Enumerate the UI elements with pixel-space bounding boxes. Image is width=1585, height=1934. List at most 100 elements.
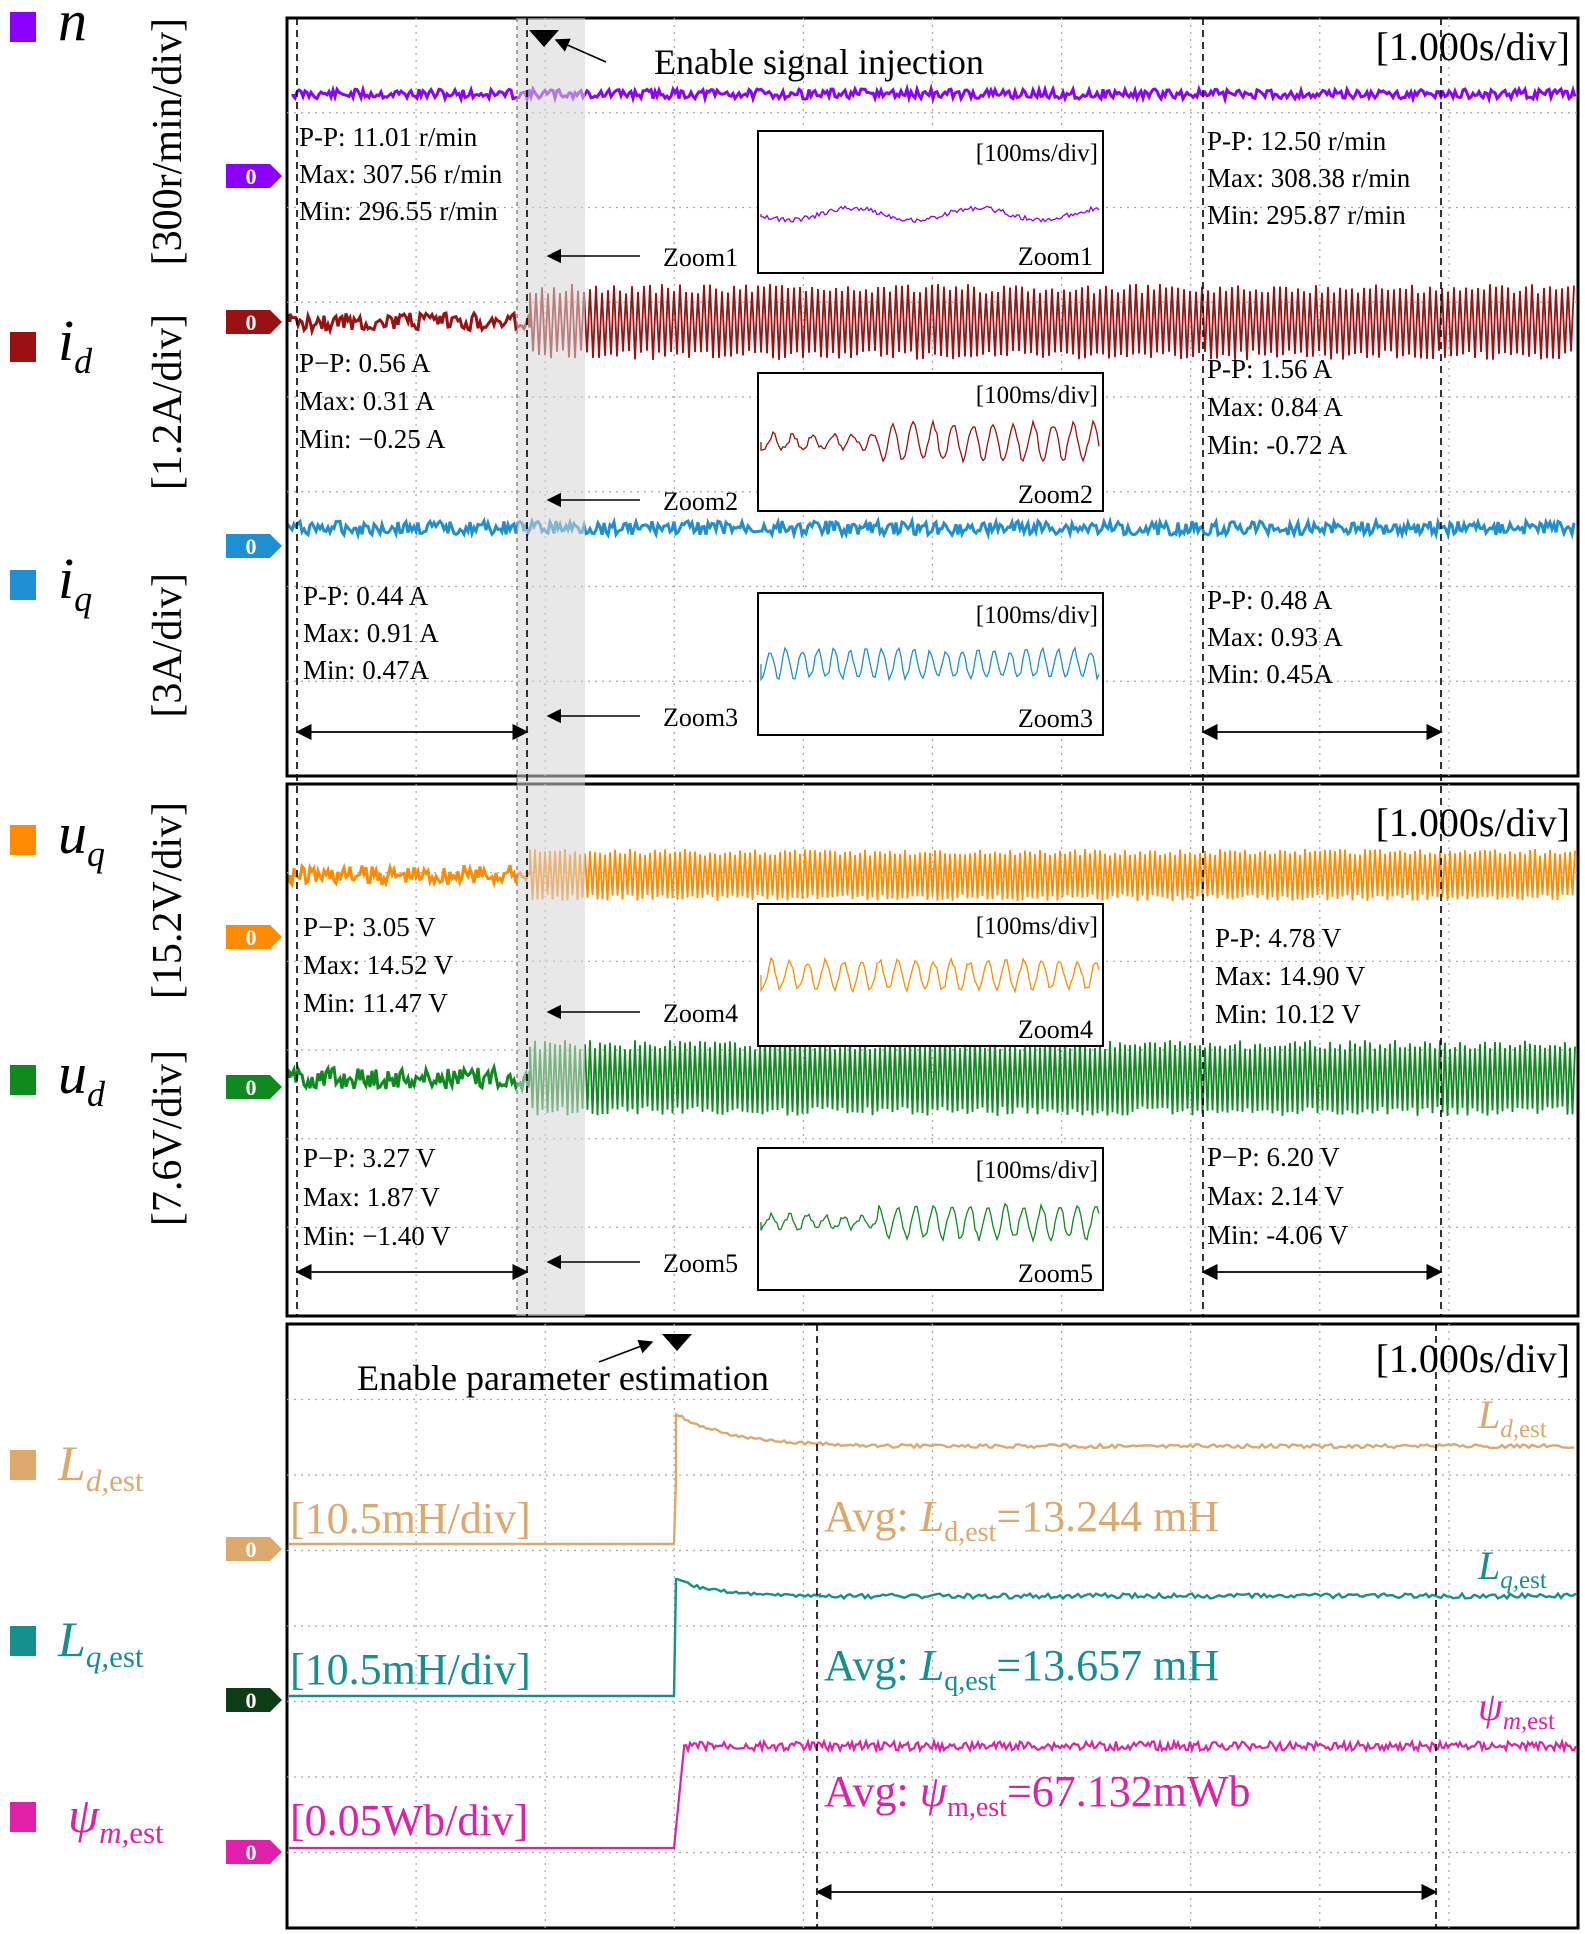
channel-name-n: n (58, 0, 87, 53)
measurement-peak-to-peak: P-P: 4.78 V (1215, 923, 1342, 953)
zoom-inset-name: Zoom4 (1018, 1015, 1093, 1044)
channel-zero-marker-label: 0 (246, 1075, 257, 1100)
measurement-max: Max: 0.93 A (1207, 622, 1343, 652)
trace-tag-lq: Lq,est (1477, 1543, 1547, 1594)
measurement-max: Max: 0.91 A (303, 618, 439, 648)
measurement-min: Min: 296.55 r/min (299, 196, 498, 226)
channel-swatch-lq (10, 1626, 36, 1656)
channel-swatch-uq (10, 825, 36, 855)
measurement-peak-to-peak: P−P: 3.27 V (303, 1143, 436, 1173)
panel1-timebase: [1.000s/div] (1376, 24, 1570, 69)
measurement-min: Min: -0.72 A (1207, 430, 1348, 460)
channel-name-iq: iq (58, 546, 92, 619)
zoom-pointer-label: Zoom5 (663, 1249, 738, 1278)
measurement-peak-to-peak: P-P: 0.44 A (303, 581, 429, 611)
measurement-peak-to-peak: P−P: 3.05 V (303, 912, 436, 942)
zoom-inset-frame (757, 372, 1104, 512)
injection-annotation-arrow (554, 38, 607, 63)
average-value-lq: Avg: Lq,est=13.657 mH (824, 1641, 1219, 1697)
channel-scale-ld: [10.5mH/div] (290, 1494, 531, 1543)
estimation-annotation-arrow (598, 1339, 654, 1363)
measurement-max: Max: 1.87 V (303, 1182, 440, 1212)
zoom-pointer-label: Zoom1 (663, 243, 738, 272)
zoom-inset-name: Zoom5 (1018, 1259, 1093, 1288)
scope-annotations (295, 18, 1443, 1928)
trace-ud-pre (288, 1062, 532, 1095)
measurement-max: Max: 14.90 V (1215, 961, 1366, 991)
average-value-ld: Avg: Ld,est=13.244 mH (824, 1492, 1219, 1548)
channel-name-id: id (58, 308, 93, 381)
estimation-annotation-label: Enable parameter estimation (357, 1358, 769, 1398)
channel-zero-marker (226, 925, 282, 949)
zoom-inset-trace (760, 956, 1100, 994)
zoom-inset-frame (757, 130, 1104, 274)
channel-scale-psi: [0.05Wb/div] (290, 1796, 528, 1845)
measurement-min: Min: 11.47 V (303, 988, 448, 1018)
measurement-peak-to-peak: P−P: 0.56 A (299, 348, 431, 378)
trace-tag-psi: ψm,est (1478, 1684, 1555, 1735)
trace-id-pre (288, 310, 532, 337)
trace-ld-est (289, 1412, 1575, 1546)
measurement-peak-to-peak: P-P: 1.56 A (1207, 354, 1333, 384)
channel-zero-marker-label: 0 (246, 310, 257, 335)
measurement-min: Min: 0.47A (303, 655, 430, 685)
channel-zero-marker-label: 0 (246, 1688, 257, 1713)
channel-zero-marker (226, 534, 282, 558)
measurement-max: Max: 308.38 r/min (1207, 163, 1411, 193)
trace-lq-est (289, 1577, 1577, 1698)
zoom-inset-timebase: [100ms/div] (976, 382, 1098, 409)
channel-zero-marker (226, 164, 282, 188)
zoom-pointer-label: Zoom3 (663, 703, 738, 732)
measurement-max: Max: 0.84 A (1207, 392, 1343, 422)
channel-swatch-psi (10, 1802, 36, 1832)
measurement-min: Min: −0.25 A (299, 424, 446, 454)
zoom-inset-name: Zoom2 (1018, 480, 1093, 509)
measurement-min: Min: 0.45A (1207, 659, 1334, 689)
measurement-max: Max: 307.56 r/min (299, 159, 503, 189)
zoom-inset-trace (760, 418, 1100, 464)
channel-zero-marker-label: 0 (246, 164, 257, 189)
channel-zero-marker-label: 0 (246, 1537, 257, 1562)
channel-swatch-id (10, 332, 36, 362)
measurement-min: Min: −1.40 V (303, 1221, 451, 1251)
trace-psi-est (289, 1737, 1577, 1850)
measurement-min: Min: -4.06 V (1207, 1220, 1349, 1250)
measurement-peak-to-peak: P−P: 6.20 V (1207, 1142, 1340, 1172)
channel-swatch-ld (10, 1450, 36, 1480)
zoom-inset-frame (757, 903, 1104, 1047)
panel3-timebase: [1.000s/div] (1376, 1336, 1570, 1381)
channel-swatch-iq (10, 570, 36, 600)
trace-ud-post (529, 1039, 1576, 1117)
trace-speed-n (291, 83, 1577, 105)
channel-zero-marker-label: 0 (246, 1840, 257, 1865)
injection-transition-band (517, 18, 585, 1316)
injection-trigger-marker (529, 30, 559, 47)
channel-scale-ud: [7.6V/div] (145, 1050, 191, 1226)
channel-name-lq: Lq,est (57, 1611, 144, 1674)
injection-annotation-label: Enable signal injection (654, 42, 984, 82)
zoom-inset-trace (760, 1202, 1100, 1244)
measurement-max: Max: 14.52 V (303, 950, 454, 980)
measurement-min: Min: 10.12 V (1215, 999, 1361, 1029)
channel-swatch-ud (10, 1065, 36, 1095)
channel-zero-marker (226, 1840, 282, 1864)
channel-swatch-n (10, 12, 36, 42)
channel-zero-marker (226, 310, 282, 334)
zoom-inset-timebase: [100ms/div] (976, 602, 1098, 629)
channel-name-ld: Ld,est (57, 1435, 144, 1498)
zoom-inset-trace (760, 205, 1100, 224)
channel-name-uq: uq (58, 801, 105, 874)
channel-zero-marker (226, 1537, 282, 1561)
zoom-inset-name: Zoom1 (1018, 242, 1093, 271)
measurement-max: Max: 0.31 A (299, 386, 435, 416)
trace-uq-pre (288, 861, 530, 889)
trace-iq (288, 515, 1576, 541)
channel-zero-marker (226, 1688, 282, 1712)
channel-scale-lq: [10.5mH/div] (290, 1645, 531, 1694)
measurement-peak-to-peak: P-P: 12.50 r/min (1207, 126, 1387, 156)
trace-tag-ld: Ld,est (1477, 1392, 1547, 1443)
zoom-inset-timebase: [100ms/div] (976, 1157, 1098, 1184)
average-value-psi: Avg: ψm,est=67.132mWb (824, 1767, 1251, 1823)
measurement-peak-to-peak: P-P: 0.48 A (1207, 585, 1333, 615)
